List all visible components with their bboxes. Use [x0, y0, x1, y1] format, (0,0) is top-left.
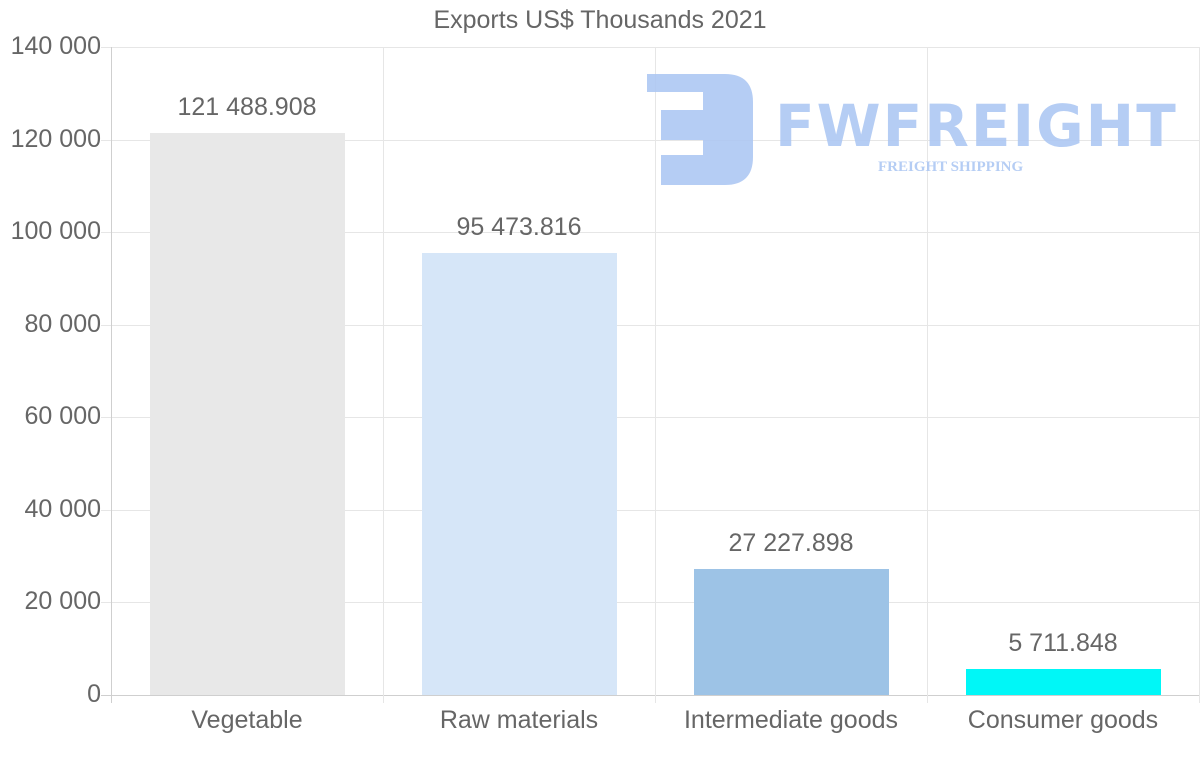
y-axis-line	[111, 47, 112, 703]
watermark-brand: FWFREIGHT	[775, 92, 1178, 160]
bar-value-label: 121 488.908	[177, 93, 317, 121]
y-tick-label: 100 000	[10, 217, 101, 245]
bar-intermediate-goods	[694, 569, 889, 695]
y-tick-label: 60 000	[24, 402, 101, 430]
v-gridline	[655, 47, 656, 703]
bar-value-label: 27 227.898	[728, 529, 854, 557]
x-axis-line	[101, 695, 1199, 696]
fwfreight-watermark: FWFREIGHT FREIGHT SHIPPING	[645, 72, 1176, 187]
fwfreight-logo-icon	[647, 74, 753, 185]
x-tick-label: Raw materials	[439, 706, 599, 734]
y-tick-label: 0	[87, 680, 101, 708]
h-gridline	[101, 602, 1199, 603]
bar-raw-materials	[422, 253, 617, 695]
y-tick-label: 140 000	[10, 32, 101, 60]
v-gridline	[927, 47, 928, 703]
y-tick-label: 20 000	[24, 587, 101, 615]
chart-title: Exports US$ Thousands 2021	[433, 6, 767, 34]
y-tick-label: 40 000	[24, 495, 101, 523]
bar-value-label: 5 711.848	[1008, 629, 1118, 657]
y-tick-label: 80 000	[24, 310, 101, 338]
watermark-tagline: FREIGHT SHIPPING	[878, 159, 1024, 175]
h-gridline	[101, 510, 1199, 511]
x-tick-label: Intermediate goods	[683, 706, 899, 734]
bar-consumer-goods	[966, 669, 1161, 695]
v-gridline	[383, 47, 384, 703]
bar-vegetable	[150, 133, 345, 695]
bar-value-label: 95 473.816	[456, 213, 582, 241]
x-tick-label: Consumer goods	[967, 706, 1159, 734]
h-gridline	[101, 232, 1199, 233]
y-tick-label: 120 000	[10, 125, 101, 153]
h-gridline	[101, 417, 1199, 418]
h-gridline	[101, 140, 1199, 141]
x-tick-label: Vegetable	[191, 706, 303, 734]
h-gridline	[101, 325, 1199, 326]
h-gridline	[101, 47, 1199, 48]
